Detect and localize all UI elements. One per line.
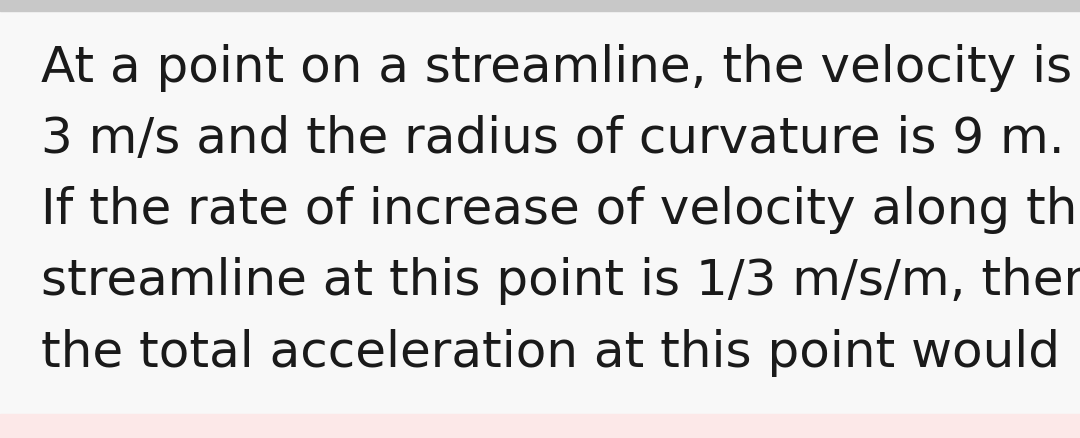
Text: At a point on a streamline, the velocity is: At a point on a streamline, the velocity… <box>41 44 1072 92</box>
Bar <box>0 0 1080 12</box>
Text: If the rate of increase of velocity along the: If the rate of increase of velocity alon… <box>41 186 1080 234</box>
Text: 3 m/s and the radius of curvature is 9 m.: 3 m/s and the radius of curvature is 9 m… <box>41 115 1065 163</box>
Bar <box>0 414 1080 438</box>
Text: the total acceleration at this point would be: the total acceleration at this point wou… <box>41 328 1080 376</box>
Text: streamline at this point is 1/3 m/s/m, then: streamline at this point is 1/3 m/s/m, t… <box>41 257 1080 305</box>
